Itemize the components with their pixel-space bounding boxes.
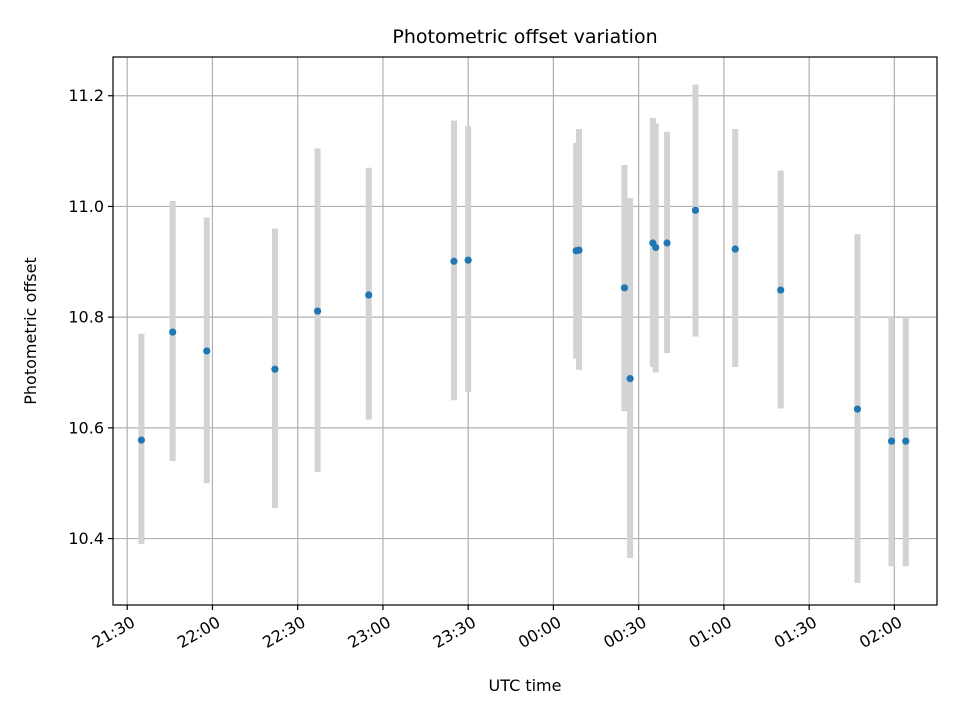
data-point	[365, 291, 373, 299]
errorbars	[138, 84, 909, 583]
x-axis-label: UTC time	[489, 676, 562, 695]
data-point	[203, 347, 211, 355]
data-point	[652, 243, 660, 252]
chart-title: Photometric offset variation	[392, 26, 657, 48]
data-point	[887, 437, 896, 445]
data-point	[137, 436, 146, 444]
x-tick-label: 22:00	[174, 612, 223, 652]
data-point	[313, 307, 322, 315]
data-point	[731, 245, 739, 253]
plot-frame	[112, 56, 938, 606]
data-point	[271, 365, 279, 373]
x-tick-label: 02:00	[856, 612, 905, 652]
data-point	[169, 328, 177, 336]
x-tick-label: 01:30	[771, 612, 820, 652]
y-tick-label: 10.8	[68, 308, 104, 327]
data-points	[137, 206, 910, 445]
data-point	[777, 286, 785, 294]
data-point	[464, 256, 472, 264]
y-tick-label: 11.2	[68, 86, 104, 105]
data-point	[575, 246, 583, 254]
y-tick-label: 11.0	[68, 197, 104, 216]
x-tick-label: 00:00	[515, 612, 564, 652]
data-point	[626, 375, 634, 383]
grid-lines	[113, 57, 937, 605]
x-tick-label: 01:00	[685, 612, 734, 652]
data-point	[691, 206, 700, 214]
data-point	[902, 437, 910, 445]
y-tick-label: 10.6	[68, 418, 104, 437]
x-tick-label: 23:30	[430, 612, 479, 652]
data-point	[853, 405, 862, 413]
data-point	[450, 257, 458, 265]
x-tick-label: 23:00	[344, 612, 393, 652]
data-point	[620, 284, 629, 292]
data-point	[663, 239, 671, 247]
x-tick-label: 22:30	[259, 612, 308, 652]
y-tick-label: 10.4	[68, 529, 104, 548]
x-tick-label: 21:30	[89, 612, 138, 652]
y-axis-label: Photometric offset	[21, 257, 40, 405]
x-tick-label: 00:30	[600, 612, 649, 652]
